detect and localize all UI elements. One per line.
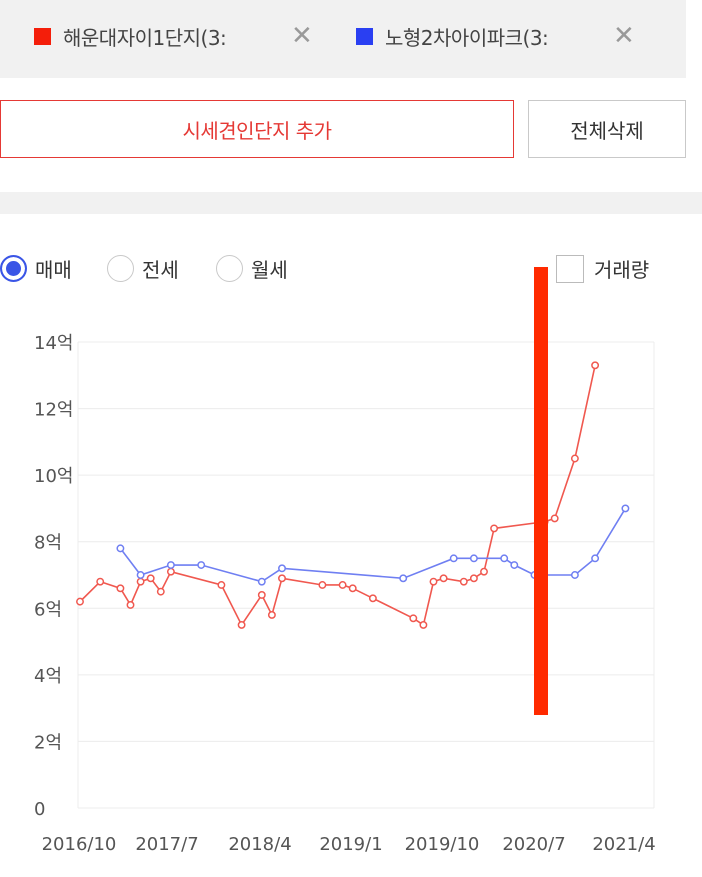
legend-chip-label: 노형2차아이파크(3: xyxy=(385,25,549,50)
data-point xyxy=(490,524,499,533)
data-point xyxy=(399,574,408,583)
data-point xyxy=(459,577,468,586)
radio-monthly-rent[interactable]: 월세 xyxy=(216,254,288,283)
data-point xyxy=(166,567,175,576)
data-point xyxy=(591,361,600,370)
data-point xyxy=(146,574,155,583)
data-point xyxy=(419,620,428,629)
data-point xyxy=(621,504,630,513)
x-tick-label: 2019/1 xyxy=(319,834,382,855)
y-tick-label: 2억 xyxy=(34,732,62,753)
x-tick-label: 2019/10 xyxy=(405,834,480,855)
x-tick-label: 2020/7 xyxy=(502,834,565,855)
data-point xyxy=(480,567,488,576)
radio-label: 월세 xyxy=(251,258,288,282)
data-point xyxy=(267,610,276,619)
data-point xyxy=(197,561,206,569)
close-icon[interactable]: ✕ xyxy=(613,21,635,51)
x-tick-label: 2017/7 xyxy=(135,834,198,855)
legend-chip-haeundae[interactable]: 해운대자이1단지(3: ✕ xyxy=(34,18,313,54)
annotation-marker-bar xyxy=(534,267,548,715)
x-tick-label: 2021/4 xyxy=(592,834,655,855)
data-point xyxy=(156,587,165,596)
checkbox-icon xyxy=(556,254,584,283)
radio-sale[interactable]: 매매 xyxy=(0,254,72,283)
data-point xyxy=(116,544,125,553)
close-icon[interactable]: ✕ xyxy=(291,21,313,51)
series-line-haeundae xyxy=(79,365,596,627)
data-point xyxy=(409,614,418,623)
radio-jeonse[interactable]: 전세 xyxy=(107,254,179,283)
radio-unselected-icon xyxy=(107,255,134,282)
radio-label: 매매 xyxy=(35,258,72,282)
data-point xyxy=(116,584,125,593)
data-point xyxy=(136,577,145,586)
series-color-swatch xyxy=(34,27,51,45)
radio-label: 전세 xyxy=(142,258,179,282)
y-tick-label: 8억 xyxy=(34,533,62,554)
legend-chip-label: 해운대자이1단지(3: xyxy=(63,25,227,50)
y-tick-label: 6억 xyxy=(34,599,62,620)
series-color-swatch xyxy=(356,27,373,45)
data-point xyxy=(136,571,145,579)
radio-selected-icon xyxy=(0,255,27,282)
checkbox-label: 거래량 xyxy=(594,258,650,282)
data-point xyxy=(318,581,327,589)
data-point xyxy=(368,594,377,603)
data-point xyxy=(439,574,448,583)
data-point xyxy=(257,591,266,599)
data-point xyxy=(96,577,105,586)
data-point xyxy=(500,554,509,563)
y-tick-label: 12억 xyxy=(34,400,73,421)
y-tick-label: 14억 xyxy=(34,333,73,354)
data-point xyxy=(591,554,600,563)
add-comparison-complex-button[interactable]: 시세견인단지 추가 xyxy=(0,100,514,158)
y-tick-label: 4억 xyxy=(34,666,62,687)
volume-checkbox[interactable]: 거래량 xyxy=(556,254,649,283)
data-point xyxy=(217,581,226,589)
data-point xyxy=(570,454,579,463)
data-point xyxy=(278,574,286,583)
data-point xyxy=(338,581,347,589)
data-point xyxy=(166,561,175,569)
section-divider xyxy=(0,192,702,214)
data-point xyxy=(469,554,478,563)
y-tick-label: 10억 xyxy=(34,466,73,487)
x-tick-label: 2016/10 xyxy=(42,834,117,855)
compare-chip-bar: 해운대자이1단지(3: ✕ 노형2차아이파크(3: ✕ xyxy=(0,0,686,78)
data-point xyxy=(469,574,478,583)
delete-all-button[interactable]: 전체삭제 xyxy=(528,100,686,158)
data-point xyxy=(76,597,84,606)
data-point xyxy=(570,571,579,579)
data-point xyxy=(449,554,458,563)
radio-unselected-icon xyxy=(216,255,243,282)
data-point xyxy=(550,514,559,523)
data-point xyxy=(257,577,266,586)
data-point xyxy=(278,564,286,573)
data-point xyxy=(348,584,357,593)
y-tick-label: 0 xyxy=(34,799,45,820)
data-point xyxy=(429,577,438,586)
data-point xyxy=(237,620,246,629)
x-tick-label: 2018/4 xyxy=(228,834,291,855)
data-point xyxy=(510,561,519,569)
data-point xyxy=(126,601,135,609)
legend-chip-nohyeong[interactable]: 노형2차아이파크(3: ✕ xyxy=(356,18,635,54)
